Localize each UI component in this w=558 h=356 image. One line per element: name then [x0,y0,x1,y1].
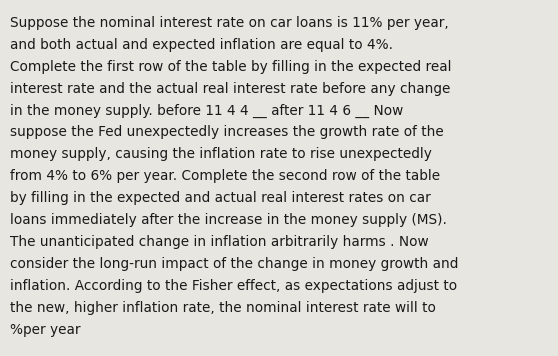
Text: The unanticipated change in inflation arbitrarily harms . Now: The unanticipated change in inflation ar… [10,235,429,249]
Text: money supply, causing the inflation rate to rise unexpectedly: money supply, causing the inflation rate… [10,147,432,161]
Text: by filling in the expected and actual real interest rates on car: by filling in the expected and actual re… [10,191,431,205]
Text: Complete the first row of the table by filling in the expected real: Complete the first row of the table by f… [10,60,451,74]
Text: inflation. According to the Fisher effect, as expectations adjust to: inflation. According to the Fisher effec… [10,279,457,293]
Text: in the money supply. before 11 4 4 __ after 11 4 6 __ Now: in the money supply. before 11 4 4 __ af… [10,104,403,118]
Text: %per year: %per year [10,323,80,336]
Text: the new, higher inflation rate, the nominal interest rate will to: the new, higher inflation rate, the nomi… [10,300,436,315]
Text: loans immediately after the increase in the money supply (MS).: loans immediately after the increase in … [10,213,447,227]
Text: suppose the Fed unexpectedly increases the growth rate of the: suppose the Fed unexpectedly increases t… [10,126,444,140]
Text: consider the long-run impact of the change in money growth and: consider the long-run impact of the chan… [10,257,459,271]
Text: from 4% to 6% per year. Complete the second row of the table: from 4% to 6% per year. Complete the sec… [10,169,440,183]
Text: interest rate and the actual real interest rate before any change: interest rate and the actual real intere… [10,82,450,96]
Text: and both actual and expected inflation are equal to 4%.: and both actual and expected inflation a… [10,38,393,52]
Text: Suppose the nominal interest rate on car loans is 11% per year,: Suppose the nominal interest rate on car… [10,16,449,30]
